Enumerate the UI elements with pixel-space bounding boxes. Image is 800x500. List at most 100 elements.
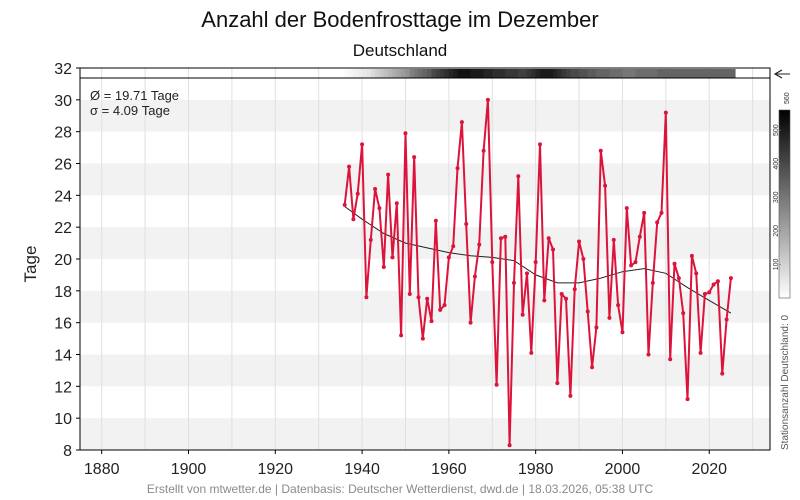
y-tick-label: 28 bbox=[54, 125, 72, 142]
station-strip-cell bbox=[457, 69, 463, 78]
station-strip-cell bbox=[578, 69, 584, 78]
station-strip-cell bbox=[661, 69, 667, 78]
station-strip-cell bbox=[466, 69, 471, 78]
data-point bbox=[446, 255, 451, 260]
footer-credit: Erstellt von mtwetter.de | Datenbasis: D… bbox=[147, 482, 654, 496]
data-point bbox=[590, 365, 595, 370]
station-strip-cell bbox=[622, 69, 628, 78]
data-point bbox=[620, 330, 625, 335]
data-point bbox=[555, 381, 560, 386]
data-point bbox=[529, 350, 534, 355]
x-tick-label: 1960 bbox=[431, 461, 467, 478]
data-point bbox=[368, 237, 373, 242]
data-point bbox=[347, 164, 352, 169]
station-strip-cell bbox=[522, 69, 528, 78]
station-strip-cell bbox=[483, 69, 489, 78]
data-point bbox=[438, 307, 443, 312]
station-strip-cell bbox=[518, 69, 523, 78]
station-strip-cell bbox=[348, 69, 354, 78]
station-strip-cell bbox=[539, 69, 545, 78]
data-point bbox=[564, 296, 569, 301]
data-point bbox=[594, 325, 599, 330]
station-strip-cell bbox=[526, 69, 532, 78]
station-strip-cell bbox=[531, 69, 536, 78]
x-axis-ticks: 1880 1900 1920 1940 1960 1980 2000 2020 bbox=[84, 450, 727, 478]
data-point bbox=[386, 172, 391, 177]
data-point bbox=[629, 263, 634, 268]
vertical-gridlines bbox=[101, 68, 754, 450]
data-point bbox=[360, 142, 365, 147]
data-point bbox=[355, 191, 360, 196]
station-strip-cell bbox=[366, 69, 372, 78]
data-point bbox=[533, 260, 538, 265]
background-band bbox=[80, 418, 770, 450]
data-point bbox=[507, 443, 512, 448]
data-point bbox=[381, 264, 386, 269]
station-strip-cell bbox=[618, 69, 623, 78]
station-strip-cell bbox=[461, 69, 467, 78]
data-point bbox=[720, 371, 725, 376]
station-strip-cell bbox=[639, 69, 645, 78]
colorbar-max-label: 560 bbox=[784, 92, 791, 104]
data-point bbox=[342, 202, 347, 207]
station-strip-cell bbox=[370, 69, 376, 78]
station-strip-cell bbox=[344, 69, 350, 78]
data-point bbox=[520, 312, 525, 317]
data-point bbox=[624, 206, 629, 211]
station-strip-cell bbox=[587, 69, 593, 78]
data-point bbox=[511, 280, 516, 285]
station-strip-cell bbox=[574, 69, 580, 78]
station-strip-cell bbox=[509, 69, 515, 78]
y-tick-label: 24 bbox=[54, 188, 72, 205]
data-point bbox=[403, 131, 408, 136]
station-strip-cell bbox=[405, 69, 411, 78]
data-point bbox=[655, 220, 660, 225]
data-point bbox=[633, 260, 638, 265]
station-strip-cell bbox=[479, 69, 484, 78]
data-point bbox=[459, 120, 464, 125]
station-strip-cell bbox=[648, 69, 654, 78]
station-strip-cell bbox=[448, 69, 454, 78]
station-strip-cell bbox=[674, 69, 680, 78]
station-strip-cell bbox=[609, 69, 615, 78]
data-point bbox=[637, 234, 642, 239]
data-point bbox=[676, 276, 681, 281]
station-strip-cell bbox=[570, 69, 576, 78]
data-point bbox=[546, 236, 551, 241]
data-point bbox=[538, 142, 542, 147]
station-strip-cell bbox=[626, 69, 632, 78]
stat-mean: Ø = 19.71 Tage bbox=[90, 88, 179, 103]
station-strip-cell bbox=[652, 69, 658, 78]
station-strip-cell bbox=[709, 69, 714, 78]
station-strip-cell bbox=[414, 69, 419, 78]
x-tick-label: 1920 bbox=[257, 461, 293, 478]
station-strip-cell bbox=[409, 69, 415, 78]
station-strip-cell bbox=[435, 69, 441, 78]
data-point bbox=[572, 287, 577, 292]
data-point bbox=[694, 271, 699, 276]
colorbar-tick-label: 300 bbox=[773, 191, 780, 203]
station-strip-cell bbox=[604, 69, 610, 78]
data-point bbox=[551, 247, 556, 252]
data-point bbox=[516, 174, 521, 179]
y-axis-ticks: 8 10 12 14 16 18 20 22 24 26 28 30 32 bbox=[54, 61, 80, 460]
x-tick-label: 1900 bbox=[171, 461, 207, 478]
data-point bbox=[698, 350, 703, 355]
data-point bbox=[377, 206, 382, 211]
x-tick-label: 1880 bbox=[84, 461, 120, 478]
station-strip-cell bbox=[361, 69, 367, 78]
station-strip-cell bbox=[374, 69, 380, 78]
data-point bbox=[650, 280, 655, 285]
y-tick-label: 16 bbox=[54, 316, 72, 333]
data-point bbox=[442, 303, 447, 308]
station-strip-cell bbox=[388, 69, 393, 78]
station-strip-cell bbox=[357, 69, 363, 78]
data-point bbox=[503, 234, 508, 239]
x-tick-label: 2020 bbox=[691, 461, 727, 478]
station-strip-cell bbox=[700, 69, 706, 78]
station-strip-cell bbox=[704, 69, 710, 78]
station-strip-cell bbox=[401, 69, 406, 78]
station-strip-cell bbox=[678, 69, 684, 78]
station-strip-cell bbox=[583, 69, 589, 78]
station-strip-cell bbox=[717, 69, 723, 78]
